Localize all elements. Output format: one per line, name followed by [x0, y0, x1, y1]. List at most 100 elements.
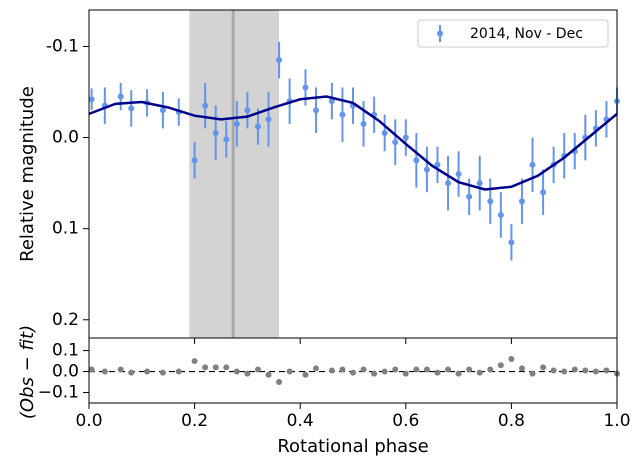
- data-point: [254, 123, 261, 130]
- residual-point: [339, 366, 346, 373]
- residual-point: [455, 370, 462, 377]
- x-tick-label: 0.8: [498, 411, 525, 431]
- data-point: [233, 120, 240, 127]
- y-tick-label: −0.1: [38, 383, 79, 403]
- residual-point: [371, 370, 378, 377]
- residual-point: [360, 366, 367, 373]
- residual-point: [466, 366, 473, 373]
- residual-point: [540, 364, 547, 371]
- residual-point: [550, 367, 557, 374]
- residual-point: [561, 368, 568, 375]
- data-point: [191, 157, 198, 164]
- data-point: [313, 107, 320, 114]
- data-point: [202, 102, 209, 109]
- data-point: [476, 180, 483, 187]
- data-point: [540, 189, 547, 196]
- residual-point: [328, 367, 335, 374]
- data-point: [302, 84, 309, 91]
- y-axis-label: (Obs − fit): [17, 325, 38, 419]
- y-tick-label: 0.0: [52, 362, 79, 382]
- data-point: [423, 166, 430, 173]
- residual-point: [223, 364, 230, 371]
- y-axis-label: Relative magnitude: [17, 86, 38, 262]
- data-point: [117, 93, 124, 100]
- data-point: [244, 107, 251, 114]
- residual-point: [212, 364, 219, 371]
- legend-box: [417, 19, 609, 48]
- residual-point: [529, 370, 536, 377]
- y-tick-label: 0.1: [52, 219, 79, 239]
- plot-frame: [88, 9, 618, 339]
- residual-point: [603, 367, 610, 374]
- data-point: [276, 57, 283, 64]
- residual-point: [582, 367, 589, 374]
- residual-point: [381, 368, 388, 375]
- data-point: [88, 96, 95, 103]
- y-tick-label: -0.1: [46, 36, 79, 56]
- x-tick-label: 0.4: [287, 411, 314, 431]
- residual-point: [497, 362, 504, 369]
- data-point: [434, 161, 441, 168]
- data-point: [339, 111, 346, 118]
- residual-point: [476, 369, 483, 376]
- data-point: [328, 98, 335, 105]
- legend-label: 2014, Nov - Dec: [470, 26, 583, 42]
- residual-point: [592, 368, 599, 375]
- residual-point: [128, 369, 135, 376]
- data-point: [497, 212, 504, 218]
- residual-point: [244, 370, 251, 377]
- residual-point: [88, 366, 95, 373]
- residual-point: [313, 365, 320, 372]
- data-point: [159, 107, 166, 114]
- residual-point: [202, 364, 209, 371]
- residual-point: [423, 366, 430, 373]
- data-point: [466, 193, 473, 200]
- data-point: [529, 161, 536, 168]
- y-tick-label: 0.0: [52, 128, 79, 148]
- residual-point: [445, 366, 452, 373]
- residual-point: [402, 370, 409, 377]
- x-tick-label: 0.2: [181, 411, 208, 431]
- fit-curve: [88, 95, 618, 191]
- data-point: [128, 105, 135, 112]
- data-point: [381, 130, 388, 136]
- residual-point: [175, 368, 182, 375]
- residual-point: [350, 369, 356, 376]
- residual-point: [191, 358, 198, 365]
- data-point: [508, 239, 515, 246]
- plot-frame: [88, 337, 618, 404]
- residual-point: [276, 379, 283, 386]
- residual-point: [254, 366, 261, 373]
- data-point: [413, 157, 420, 164]
- data-point: [392, 139, 399, 146]
- x-tick-label: 1.0: [603, 411, 630, 431]
- data-point: [455, 171, 462, 177]
- residual-point: [413, 366, 420, 373]
- residual-point: [571, 366, 578, 373]
- data-point: [223, 136, 230, 143]
- residual-point: [101, 368, 108, 375]
- residual-point: [302, 371, 309, 378]
- residual-point: [265, 371, 272, 378]
- x-axis-label: Rotational phase: [277, 436, 428, 457]
- residual-point: [518, 365, 525, 372]
- data-point: [360, 120, 367, 127]
- residual-point: [144, 368, 151, 375]
- data-point: [518, 198, 525, 205]
- x-tick-label: 0.6: [392, 411, 419, 431]
- data-point: [212, 130, 219, 136]
- legend-marker: [437, 30, 443, 37]
- data-point: [487, 198, 494, 205]
- residual-point: [117, 366, 124, 373]
- data-point: [445, 180, 452, 187]
- residual-point: [392, 366, 399, 373]
- y-tick-label: 0.1: [52, 341, 79, 361]
- residual-point: [508, 355, 515, 362]
- residual-point: [487, 366, 494, 373]
- residual-point: [434, 369, 441, 376]
- y-tick-label: 0.2: [52, 310, 79, 330]
- data-point: [265, 116, 272, 123]
- residual-point: [233, 368, 240, 375]
